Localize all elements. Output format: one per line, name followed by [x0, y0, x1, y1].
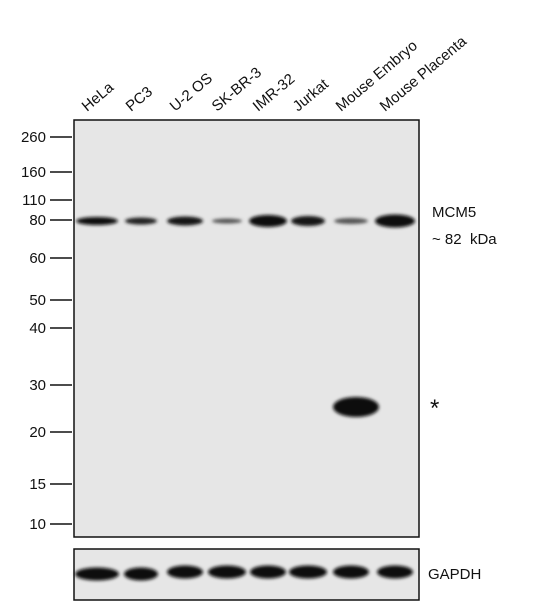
- marker-label: 80: [29, 212, 46, 229]
- lane-label: PC3: [123, 83, 156, 115]
- gapdh-band: [289, 565, 327, 579]
- gapdh-band: [124, 567, 158, 581]
- gapdh-band: [75, 567, 119, 581]
- marker-label: 160: [21, 164, 46, 181]
- protein-label: MCM5: [432, 204, 476, 221]
- mcm5-band: [125, 217, 157, 225]
- loading-label: GAPDH: [428, 566, 481, 583]
- gapdh-band: [208, 565, 246, 579]
- gapdh-band: [377, 565, 413, 579]
- asterisk-label: *: [430, 395, 439, 422]
- marker-label: 50: [29, 292, 46, 309]
- marker-label: 110: [22, 192, 46, 209]
- marker-label: 40: [29, 320, 46, 337]
- mcm5-band: [291, 216, 325, 226]
- gapdh-band: [250, 565, 286, 579]
- size-label: ~ 82 kDa: [432, 231, 497, 248]
- blot-panel: [73, 119, 420, 538]
- gapdh-band: [333, 565, 369, 579]
- marker-label: 30: [29, 377, 46, 394]
- mcm5-band: [334, 218, 368, 224]
- marker-label: 10: [29, 516, 46, 533]
- gapdh-band: [167, 565, 203, 579]
- mcm5-band: [212, 218, 242, 224]
- mcm5-band: [76, 217, 118, 225]
- marker-label: 15: [29, 476, 46, 493]
- mcm5-band: [167, 216, 203, 226]
- lane-label: HeLa: [79, 79, 118, 115]
- mcm5-band: [375, 214, 415, 228]
- marker-label: 60: [29, 250, 46, 267]
- marker-label: 20: [29, 424, 46, 441]
- nonspecific-band: [333, 397, 379, 417]
- marker-label: 260: [21, 129, 46, 146]
- lane-label: U-2 OS: [167, 70, 216, 115]
- mcm5-band: [249, 215, 287, 227]
